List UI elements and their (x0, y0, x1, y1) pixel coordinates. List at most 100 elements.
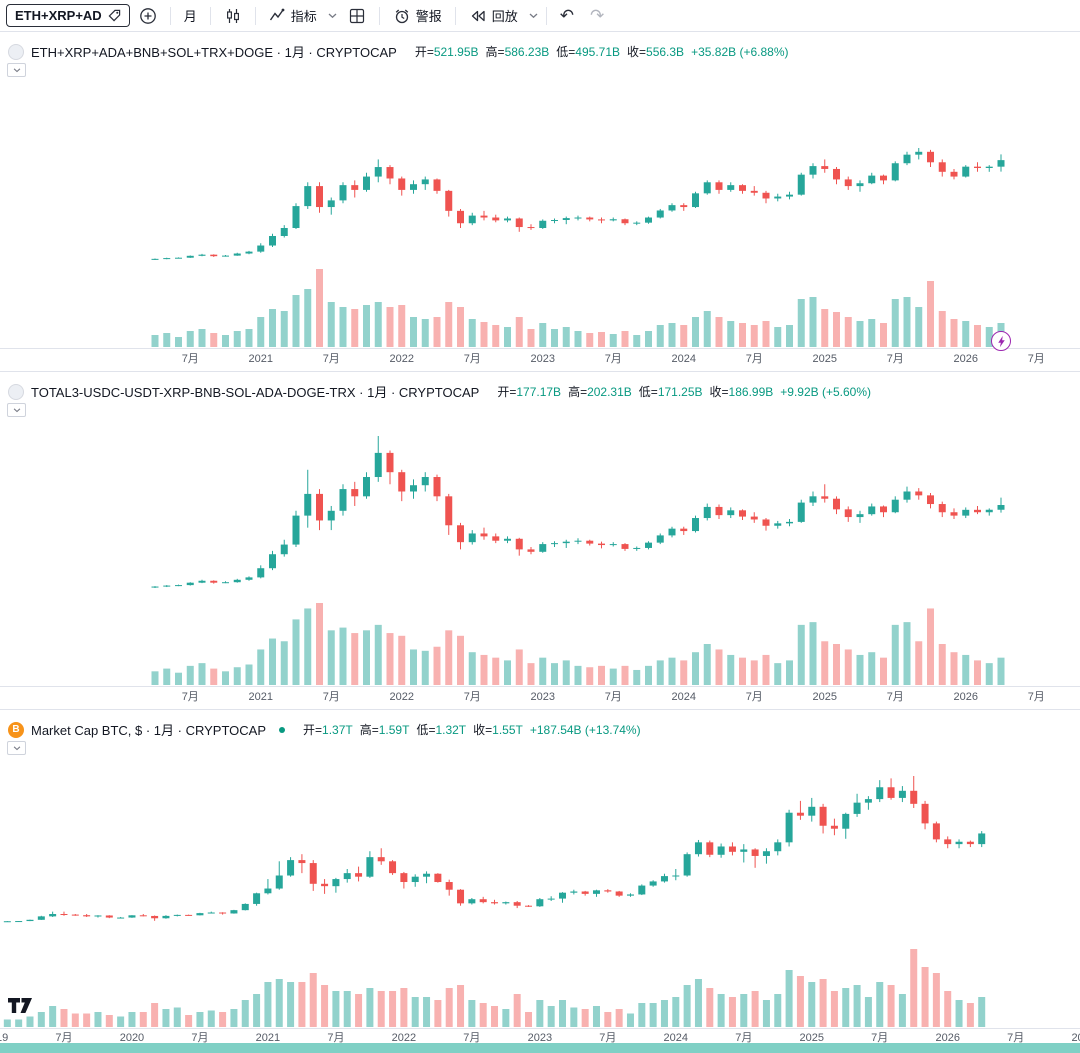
svg-text:7月: 7月 (463, 1032, 480, 1043)
redo-icon: ↷ (590, 6, 605, 25)
pane-menu-button[interactable] (7, 403, 26, 417)
svg-text:7月: 7月 (605, 691, 622, 703)
replay-chevron[interactable] (527, 10, 540, 22)
open-label: 开= (414, 45, 434, 59)
high-value: 202.31B (587, 384, 632, 399)
chart-pane-total3: 7月 2021 7月 2022 7月 2023 7月 2024 7月 2025 7月 2026 7月 20… (0, 372, 1080, 710)
indicators-templates-chevron[interactable] (326, 10, 339, 22)
compare-add-button[interactable] (132, 4, 164, 28)
svg-text:7月: 7月 (599, 1032, 616, 1043)
lightning-icon (997, 335, 1005, 347)
high-label: 高= (568, 385, 588, 399)
low-label: 低= (416, 723, 436, 737)
plus-circle-icon (139, 7, 156, 24)
svg-text:7月: 7月 (605, 353, 622, 365)
toolbar-separator (169, 6, 171, 25)
alarm-clock-icon (395, 9, 408, 23)
svg-text:2022: 2022 (392, 1032, 416, 1043)
pane-menu-button[interactable] (7, 63, 26, 77)
interval-label: 月 (183, 9, 197, 24)
svg-text:2023: 2023 (531, 691, 555, 703)
svg-text:2025: 2025 (813, 353, 837, 365)
svg-text:7月: 7月 (871, 1032, 888, 1043)
replay-button[interactable]: 回放 (462, 3, 525, 28)
tradingview-logo[interactable] (8, 998, 32, 1018)
symbol-text: ETH+XRP+AD (15, 8, 102, 23)
toolbar-separator (378, 6, 380, 25)
pane-menu-button[interactable] (7, 741, 26, 755)
svg-text:7月: 7月 (1007, 1032, 1024, 1043)
close-label: 收= (627, 45, 647, 59)
svg-text:2026: 2026 (954, 691, 978, 703)
svg-text:7月: 7月 (182, 691, 199, 703)
candlestick-volume-chart[interactable]: 7月20217月20227月20237月20247月20257月20267月20… (0, 32, 1080, 372)
svg-text:2022: 2022 (390, 691, 414, 703)
symbol-tag-icon (108, 9, 120, 22)
alert-label: 警报 (415, 9, 442, 24)
high-label: 高= (359, 723, 379, 737)
high-value: 1.59T (378, 722, 410, 737)
bottom-pane-edge (0, 1043, 1080, 1053)
high-value: 586.23B (504, 44, 550, 59)
open-label: 开= (303, 723, 323, 737)
lightning-boost-button[interactable] (991, 331, 1011, 351)
svg-text:7月: 7月 (464, 353, 481, 365)
replay-label: 回放 (491, 9, 518, 24)
svg-text:2025: 2025 (813, 691, 837, 703)
close-value: 556.3B (646, 44, 685, 59)
indicators-button[interactable]: 指标 (262, 3, 324, 28)
ohlc-readout: 开= 1.37T 高= 1.59T 低= 1.32T 收= 1.55T +187.54B… (296, 721, 641, 738)
low-label: 低= (638, 385, 658, 399)
svg-text:7月: 7月 (323, 353, 340, 365)
low-value: 495.71B (575, 44, 621, 59)
instrument-logo-icon (8, 43, 24, 60)
svg-text:2021: 2021 (256, 1032, 280, 1043)
svg-text:2026: 2026 (954, 353, 978, 365)
svg-text:2026: 2026 (935, 1032, 959, 1043)
svg-text:7月: 7月 (746, 353, 763, 365)
chart-pane-btc: 2019 7月 2020 7月 2021 7月 2022 7月 2023 7月 2024 7月 2025… (0, 710, 1080, 1043)
chart-type-button[interactable] (217, 4, 249, 28)
low-value: 171.25B (657, 384, 703, 399)
toolbar-separator (209, 6, 211, 25)
svg-text:2019: 2019 (0, 1032, 8, 1043)
symbol-search-button[interactable]: ETH+XRP+AD (6, 4, 130, 27)
pane-header: ETH+XRP+ADA+BNB+SOL+TRX+DOGE · 1月 · CRYP… (8, 42, 788, 61)
undo-button[interactable]: ↶ (553, 4, 581, 27)
chevron-down-icon (13, 67, 20, 72)
toolbar-separator (545, 6, 547, 25)
svg-text:2021: 2021 (249, 691, 273, 703)
candlestick-volume-chart[interactable]: 2019 7月 2020 7月 2021 7月 2022 7月 2023 7月 2024 7月 2025… (0, 710, 1080, 1043)
svg-text:7月: 7月 (182, 353, 199, 365)
pane-title[interactable]: Market Cap BTC, $ · 1月 · CRYPTOCAP (31, 723, 267, 738)
chevron-down-icon (328, 13, 337, 18)
undo-icon: ↶ (559, 6, 575, 25)
bitcoin-logo-icon: B (8, 721, 24, 738)
change-value: +9.92B (+5.60%) (780, 384, 871, 399)
close-value: 1.55T (492, 722, 523, 737)
alert-button[interactable]: 警报 (386, 3, 449, 28)
svg-text:2024: 2024 (664, 1032, 688, 1043)
svg-text:2023: 2023 (528, 1032, 552, 1043)
pane-title[interactable]: ETH+XRP+ADA+BNB+SOL+TRX+DOGE · 1月 · CRYP… (31, 45, 397, 60)
chevron-down-icon (529, 13, 538, 18)
close-value: 186.99B (728, 384, 774, 399)
chevron-down-icon (13, 407, 20, 412)
grid-layout-icon (349, 8, 364, 23)
low-label: 低= (556, 45, 576, 59)
candlestick-volume-chart[interactable]: 7月20217月20227月20237月20247月20257月20267月20… (0, 372, 1080, 710)
redo-button[interactable]: ↷ (583, 4, 611, 27)
interval-button[interactable]: 月 (177, 3, 204, 28)
svg-text:7月: 7月 (1028, 691, 1045, 703)
open-label: 开= (497, 385, 517, 399)
low-value: 1.32T (435, 722, 467, 737)
chart-pane-alts: 7月20217月20227月20237月20247月20257月20267月20… (0, 32, 1080, 372)
layout-button[interactable] (341, 4, 373, 28)
top-toolbar: ETH+XRP+AD 月 指标 (0, 0, 1080, 32)
svg-text:7月: 7月 (323, 691, 340, 703)
indicators-label: 指标 (290, 9, 317, 24)
pane-title[interactable]: TOTAL3-USDC-USDT-XRP-BNB-SOL-ADA-DOGE-TR… (31, 385, 480, 400)
change-value: +187.54B (+13.74%) (529, 722, 641, 737)
open-value: 1.37T (322, 722, 353, 737)
replay-icon (471, 10, 485, 21)
